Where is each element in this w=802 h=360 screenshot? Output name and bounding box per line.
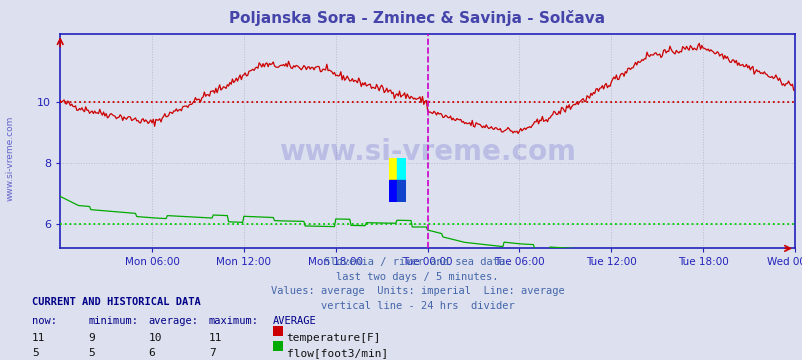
Bar [388,158,397,180]
Text: AVERAGE: AVERAGE [273,316,316,326]
Text: temperature[F]: temperature[F] [286,333,381,343]
Bar [388,180,397,202]
Text: 9: 9 [88,333,95,343]
Text: www.si-vreme.com: www.si-vreme.com [279,138,575,166]
Text: flow[foot3/min]: flow[foot3/min] [286,348,387,358]
Text: now:: now: [32,316,57,326]
Text: maximum:: maximum: [209,316,258,326]
Bar [397,180,406,202]
Text: 5: 5 [88,348,95,358]
Text: Slovenia / river and sea data.: Slovenia / river and sea data. [323,257,511,267]
Text: 10: 10 [148,333,162,343]
Text: CURRENT AND HISTORICAL DATA: CURRENT AND HISTORICAL DATA [32,297,200,307]
Text: Values: average  Units: imperial  Line: average: Values: average Units: imperial Line: av… [270,286,564,296]
Bar [397,158,406,180]
Text: 5: 5 [32,348,38,358]
Text: vertical line - 24 hrs  divider: vertical line - 24 hrs divider [320,301,514,311]
Text: Poljanska Sora - Zminec & Savinja - Solčava: Poljanska Sora - Zminec & Savinja - Solč… [229,10,605,26]
Text: 11: 11 [32,333,46,343]
Text: minimum:: minimum: [88,316,138,326]
Text: www.si-vreme.com: www.si-vreme.com [6,116,15,201]
Text: 11: 11 [209,333,222,343]
Text: 6: 6 [148,348,155,358]
Text: last two days / 5 minutes.: last two days / 5 minutes. [336,272,498,282]
Text: 7: 7 [209,348,215,358]
Text: average:: average: [148,316,198,326]
